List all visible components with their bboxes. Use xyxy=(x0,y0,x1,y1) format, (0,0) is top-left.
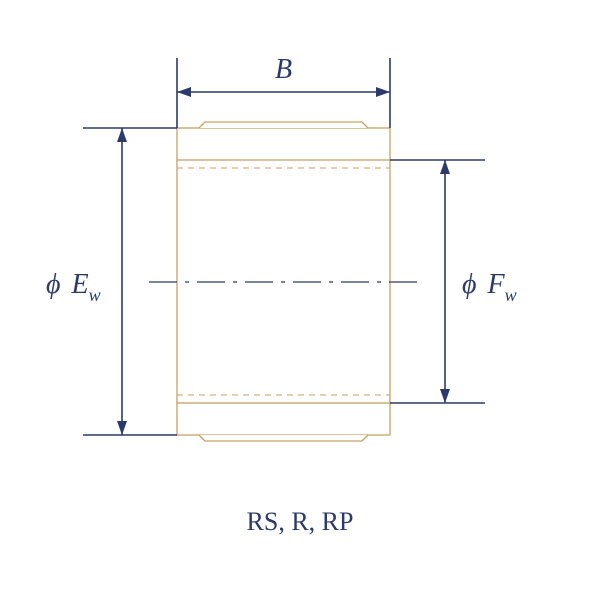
bearing-diagram: Bϕ Ew ϕ Fw RS, R, RP xyxy=(0,0,600,600)
dim-ew-label: ϕ Ew xyxy=(46,269,101,305)
roller-bottom-band xyxy=(177,403,390,435)
dim-b-label: B xyxy=(275,54,292,85)
caption: RS, R, RP xyxy=(247,507,354,536)
roller-top-band xyxy=(177,128,390,160)
roller-top-groove xyxy=(199,122,368,128)
dim-fw-label: ϕ Fw xyxy=(462,269,517,305)
roller-bottom-groove xyxy=(199,435,368,441)
